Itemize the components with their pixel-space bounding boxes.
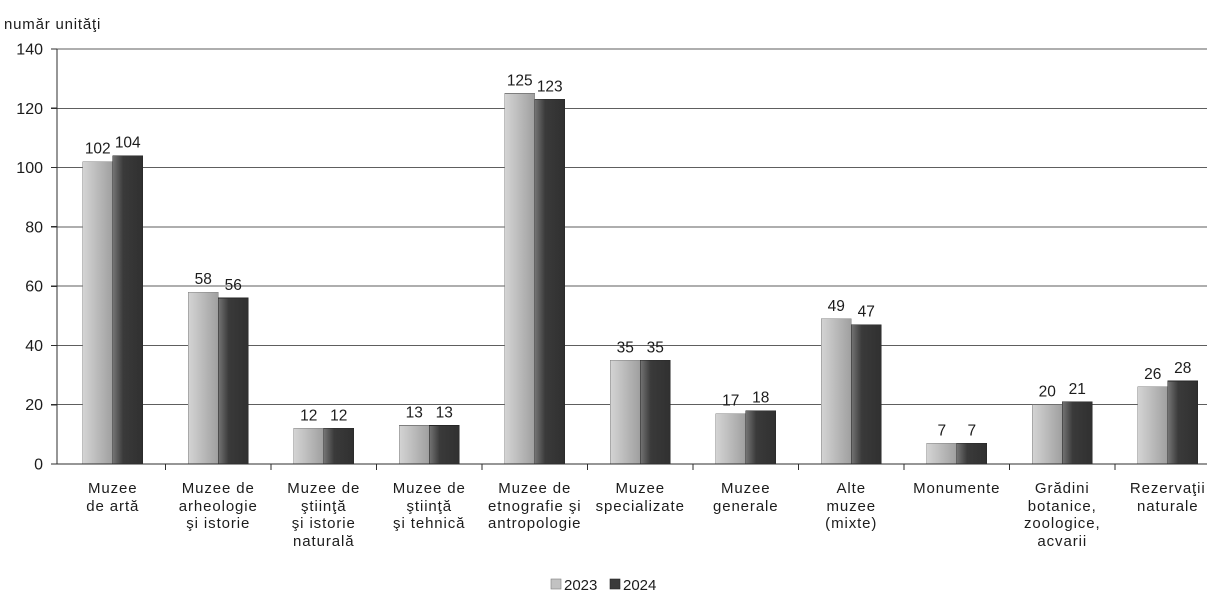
bar-2023 (187, 291, 219, 465)
data-label-2023: 26 (1144, 366, 1161, 383)
data-label-2023: 17 (722, 393, 739, 410)
bar-2023 (609, 359, 641, 465)
bar-2024 (1167, 380, 1199, 465)
bar-2024 (1061, 401, 1093, 465)
bar-2024 (639, 359, 671, 465)
data-label-2024: 28 (1174, 360, 1191, 377)
legend-label-series-1: 2023 (564, 577, 597, 593)
x-tick-label: Muzee de arheologie şi istorie (178, 480, 258, 532)
data-label-2023: 58 (195, 271, 212, 288)
data-label-2023: 125 (507, 72, 533, 89)
y-tick-label: 140 (16, 42, 43, 59)
data-label-2024: 18 (752, 390, 769, 407)
bar-2024 (428, 425, 460, 465)
x-tick-label: Muzee de ştiinţă şi tehnică (392, 480, 466, 532)
y-axis: 0 20 40 60 80 100 120 140 (16, 42, 58, 474)
x-tick-label: Monumente (913, 480, 1001, 497)
y-axis-title: număr unităţi (4, 16, 101, 33)
data-label-2024: 47 (858, 304, 875, 321)
data-label-2024: 123 (537, 78, 563, 95)
y-tick-label: 120 (16, 101, 43, 118)
legend-swatch-series-2 (609, 578, 621, 590)
data-label-2023: 20 (1039, 384, 1057, 401)
x-axis (57, 463, 1207, 470)
bars (82, 93, 1199, 465)
legend-swatch-series-1 (550, 578, 562, 590)
x-tick-label: Muzee generale (712, 480, 779, 515)
data-label-2023: 35 (617, 339, 634, 356)
x-tick-label: Muzee specializate (595, 480, 685, 515)
x-tick-label: Grădini botanice, zoologice, acvarii (1023, 480, 1101, 550)
bar-2024 (112, 155, 144, 465)
x-tick-label: Muzee de ştiinţă şi istorie naturală (287, 480, 361, 550)
data-label-2024: 12 (330, 407, 347, 424)
x-tick-label: Rezervaţii naturale (1129, 480, 1206, 515)
bar-2024 (534, 99, 566, 465)
y-tick-label: 20 (25, 397, 43, 414)
y-tick-label: 40 (25, 338, 43, 355)
x-tick-label: Muzee de etnografie şi antropologie (488, 480, 582, 532)
y-tick-label: 60 (25, 279, 43, 296)
data-label-2023: 102 (85, 141, 111, 158)
data-label-2023: 12 (300, 407, 317, 424)
data-label-2024: 13 (436, 404, 453, 421)
bar-2024 (745, 410, 777, 465)
data-labels: 102 104 58 56 12 12 13 13 125 123 35 35 17 18 49 47 7 7 20… (85, 72, 1192, 439)
y-tick-label: 0 (34, 457, 43, 474)
legend: 2023 2024 (550, 577, 656, 593)
data-label-2024: 104 (115, 135, 141, 152)
bar-2023 (82, 161, 114, 465)
data-label-2023: 13 (406, 404, 423, 421)
x-tick-label: Muzee de artă (86, 480, 140, 515)
y-tick-label: 100 (16, 160, 43, 177)
bar-2023 (820, 318, 852, 465)
y-tick-label: 80 (25, 219, 43, 236)
bar-2023 (1137, 386, 1169, 465)
legend-label-series-2: 2024 (623, 577, 656, 593)
bar-2024 (323, 428, 355, 465)
data-label-2023: 7 (937, 422, 946, 439)
data-label-2024: 7 (967, 422, 976, 439)
x-tick-label: Alte muzee (mixte) (825, 480, 878, 532)
data-label-2024: 21 (1069, 381, 1086, 398)
bar-2024 (217, 297, 249, 465)
bar-2024 (850, 324, 882, 465)
data-label-2023: 49 (828, 298, 845, 315)
data-label-2024: 35 (647, 339, 664, 356)
data-label-2024: 56 (225, 277, 242, 294)
